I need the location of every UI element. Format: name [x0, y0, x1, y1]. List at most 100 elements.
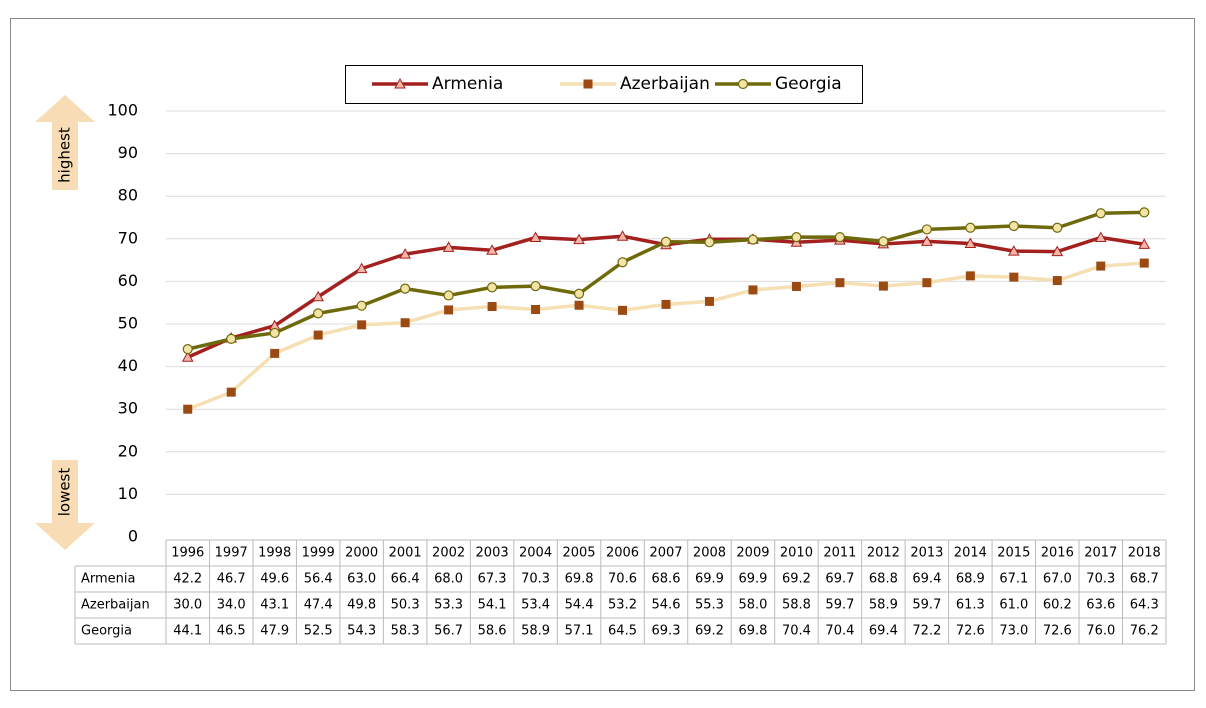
table-cell: 58.8 [782, 598, 811, 613]
x-tick-label: 2006 [606, 546, 639, 561]
point [444, 305, 454, 315]
x-tick-label: 2007 [649, 546, 682, 561]
point [965, 222, 976, 233]
legend-marker [394, 77, 406, 89]
table-cell: 68.0 [434, 572, 463, 587]
legend-label: Armenia [432, 74, 503, 94]
x-tick-label: 2008 [693, 546, 726, 561]
point [400, 318, 410, 328]
point [530, 280, 541, 292]
table-cell: 76.0 [1086, 624, 1115, 639]
table-cell: 67.1 [999, 572, 1028, 587]
point [182, 344, 193, 355]
point [1094, 231, 1107, 243]
point [1007, 245, 1020, 256]
point [269, 327, 280, 339]
table-cell: 69.4 [869, 624, 898, 639]
table-cell: 58.9 [521, 624, 550, 639]
legend-marker [737, 78, 749, 90]
y-tick-label: 10 [118, 484, 138, 503]
table-cell: 46.7 [217, 572, 246, 587]
table-cell: 72.6 [1043, 624, 1072, 639]
table-cell: 76.2 [1130, 624, 1159, 639]
y-tick-label: 20 [118, 441, 138, 460]
point [442, 241, 455, 252]
table-cell: 44.1 [173, 624, 202, 639]
point [355, 262, 368, 274]
legend-marker [583, 79, 593, 89]
y-tick-label: 90 [118, 143, 138, 162]
x-tick-label: 2011 [823, 546, 856, 561]
table-cell: 66.4 [391, 572, 420, 587]
table-cell: 69.4 [912, 572, 941, 587]
table-cell: 53.2 [608, 598, 637, 613]
x-tick-label: 2018 [1128, 546, 1161, 561]
table-cell: 59.7 [912, 598, 941, 613]
point [1139, 258, 1149, 268]
x-tick-label: 2017 [1084, 546, 1117, 561]
table-cell: 43.1 [260, 598, 289, 613]
row-label: Armenia [81, 572, 136, 587]
point [1051, 245, 1064, 257]
table-cell: 68.6 [652, 572, 681, 587]
point [1008, 220, 1019, 232]
table-cell: 49.8 [347, 598, 376, 613]
point [1052, 222, 1063, 233]
table-cell: 60.2 [1043, 598, 1072, 613]
point [486, 244, 498, 255]
table-cell: 47.4 [304, 598, 333, 613]
point [1009, 272, 1019, 282]
point [226, 387, 236, 397]
legend-label: Georgia [775, 74, 842, 94]
y-tick-label: 50 [118, 314, 138, 333]
table-cell: 67.3 [478, 572, 507, 587]
y-tick-label: 80 [118, 186, 138, 205]
table-cell: 69.9 [695, 572, 724, 587]
point [661, 299, 671, 309]
x-tick-label: 2003 [476, 546, 509, 561]
point [616, 230, 629, 241]
y-tick-label: 30 [118, 399, 138, 418]
table-cell: 68.9 [956, 572, 985, 587]
x-tick-label: 2001 [389, 546, 422, 561]
point [922, 278, 932, 288]
table-cell: 46.5 [217, 624, 246, 639]
point [878, 236, 889, 247]
point [356, 300, 367, 311]
x-tick-label: 2002 [432, 546, 465, 561]
table-cell: 69.3 [652, 624, 681, 639]
point [617, 257, 628, 268]
table-cell: 70.4 [782, 624, 811, 639]
point [313, 330, 323, 340]
table-cell: 47.9 [260, 624, 289, 639]
table-cell: 69.8 [738, 624, 767, 639]
y-tick-label: 70 [118, 228, 138, 247]
up-arrow [35, 95, 95, 190]
x-tick-label: 2009 [736, 546, 769, 561]
y-tick-label: 40 [118, 356, 138, 375]
point [487, 302, 497, 312]
table-cell: 49.6 [260, 572, 289, 587]
point [878, 281, 888, 291]
table-cell: 53.3 [434, 598, 463, 613]
point [834, 231, 846, 243]
x-tick-label: 1996 [171, 546, 204, 561]
point [704, 296, 714, 306]
table-cell: 54.1 [478, 598, 507, 613]
table-cell: 63.0 [347, 572, 376, 587]
x-tick-label: 1997 [215, 546, 248, 561]
point [574, 300, 584, 310]
point [618, 305, 628, 315]
point [573, 288, 585, 299]
point [313, 308, 324, 319]
table-cell: 61.3 [956, 598, 985, 613]
point [1138, 238, 1151, 249]
x-tick-label: 2004 [519, 546, 552, 561]
point [531, 305, 541, 315]
table-cell: 73.0 [999, 624, 1028, 639]
table-cell: 54.6 [652, 598, 681, 613]
point [357, 320, 367, 330]
table-cell: 70.4 [825, 624, 854, 639]
table-cell: 59.7 [825, 598, 854, 613]
point [1096, 261, 1106, 271]
